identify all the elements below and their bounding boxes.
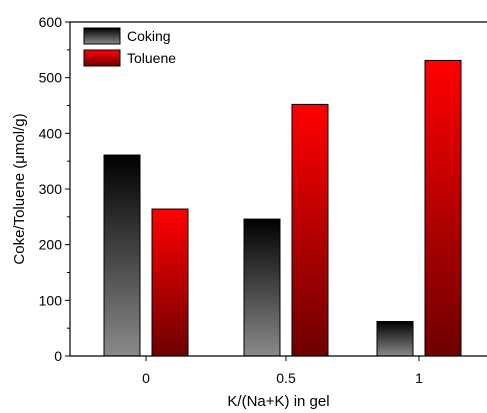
legend: Coking Toluene bbox=[83, 27, 176, 67]
y-tick-label: 300 bbox=[39, 181, 63, 197]
x-tick-label: 1 bbox=[415, 370, 423, 386]
y-axis-ticks: 0 100 200 300 400 500 600 bbox=[39, 14, 70, 364]
legend-swatch-toluene bbox=[83, 49, 121, 67]
y-tick-label: 200 bbox=[39, 237, 63, 253]
bar-toluene-1 bbox=[424, 59, 462, 357]
bar-toluene-0.5 bbox=[291, 103, 329, 357]
y-axis-label: Coke/Toluene (μmol/g) bbox=[11, 113, 28, 264]
bar-coking-0.5 bbox=[243, 218, 281, 357]
legend-swatch-coking bbox=[83, 27, 121, 45]
x-tick-label: 0.5 bbox=[276, 370, 296, 386]
y-tick-label: 0 bbox=[54, 348, 62, 364]
bar-coking-1 bbox=[376, 320, 414, 357]
x-axis-ticks: 0 0.5 1 bbox=[142, 356, 423, 386]
y-tick-label: 600 bbox=[39, 14, 63, 30]
bars-group bbox=[103, 59, 462, 357]
y-tick-label: 500 bbox=[39, 70, 63, 86]
bar-coking-0 bbox=[103, 154, 141, 357]
bar-toluene-0 bbox=[151, 208, 189, 357]
y-tick-label: 400 bbox=[39, 125, 63, 141]
legend-label-toluene: Toluene bbox=[127, 50, 176, 66]
y-tick-label: 100 bbox=[39, 292, 63, 308]
x-tick-label: 0 bbox=[142, 370, 150, 386]
x-axis-label: K/(Na+K) in gel bbox=[227, 393, 329, 410]
legend-label-coking: Coking bbox=[127, 28, 171, 44]
